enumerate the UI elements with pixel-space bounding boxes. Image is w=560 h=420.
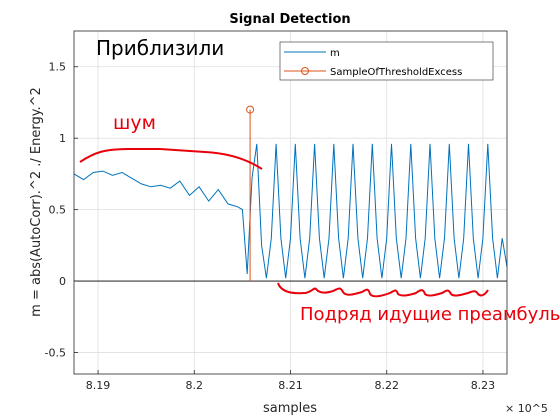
- legend-threshold-label: SampleOfThresholdExcess: [330, 67, 462, 78]
- y-tick-label: 0.5: [49, 204, 67, 217]
- x-tick-label: 8.22: [374, 379, 399, 392]
- x-tick-label: 8.19: [86, 379, 111, 392]
- x-axis-exponent: × 10^5: [505, 402, 548, 415]
- legend: m SampleOfThresholdExcess: [279, 41, 494, 81]
- axis-ticks: 8.19 8.2 8.21 8.22 8.23 -0.5 0 0.5 1 1.5: [45, 61, 496, 392]
- y-tick-label: 1.5: [49, 61, 67, 74]
- y-tick-label: -0.5: [45, 347, 66, 360]
- noise-bracket: [79, 148, 263, 170]
- preamble-bracket: [277, 282, 489, 298]
- preamble-label: Подряд идущие преамбулы: [300, 304, 560, 325]
- threshold-marker: [246, 105, 255, 114]
- zoom-note: Приблизили: [96, 36, 224, 60]
- x-axis-label: samples: [263, 401, 317, 416]
- y-tick-label: 0: [59, 275, 66, 288]
- x-tick-label: 8.2: [186, 379, 204, 392]
- plot-content: [73, 105, 508, 282]
- y-tick-label: 1: [59, 132, 66, 145]
- legend-box: [279, 41, 494, 81]
- y-axis-label: m = abs(AutoCorr).^2 ./ Energy.^2: [29, 87, 44, 317]
- series-m-line: [73, 143, 508, 279]
- chart-title: Signal Detection: [229, 12, 350, 27]
- annotations: Приблизили шум Подряд идущие преамбулы: [79, 36, 560, 325]
- legend-m-label: m: [330, 48, 340, 59]
- noise-label: шум: [113, 112, 156, 134]
- legend-threshold-marker: [301, 67, 309, 75]
- x-tick-label: 8.21: [278, 379, 303, 392]
- x-tick-label: 8.23: [471, 379, 496, 392]
